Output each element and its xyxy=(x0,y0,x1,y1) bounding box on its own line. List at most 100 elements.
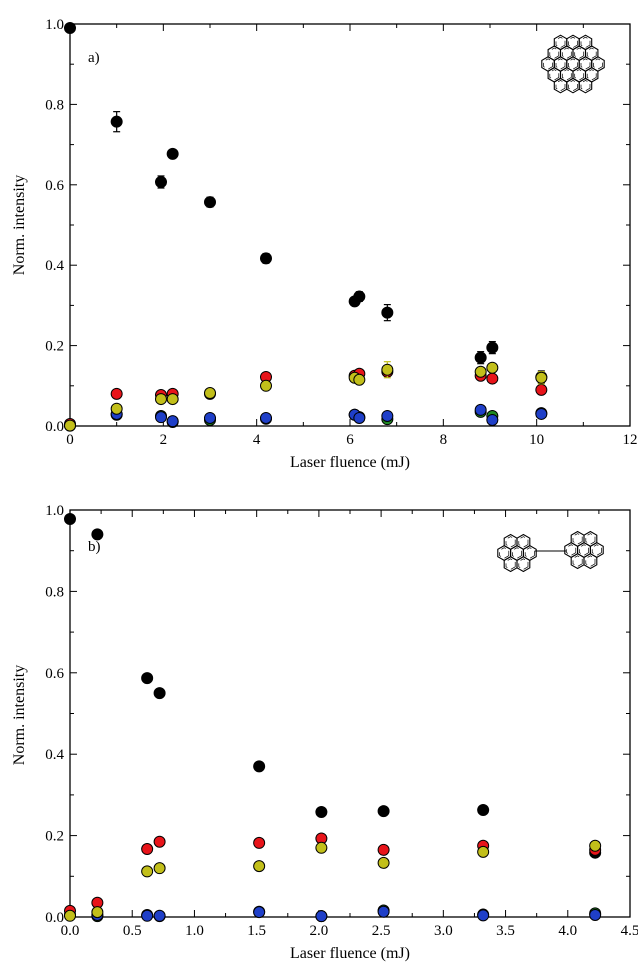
x-tick-label: 0.5 xyxy=(123,923,142,939)
data-point-blue xyxy=(155,411,167,424)
marks-b xyxy=(64,512,602,923)
ring-bond-icon xyxy=(586,69,597,81)
data-point-blue xyxy=(153,909,166,922)
marks-a xyxy=(64,22,548,432)
plot-frame-a xyxy=(69,23,631,427)
data-point-yellow xyxy=(589,839,602,852)
data-point-yellow xyxy=(253,860,266,873)
ring-bond-icon xyxy=(568,58,578,70)
data-point-blue xyxy=(260,411,272,424)
data-point-blue xyxy=(486,413,499,426)
x-tick-label: 1.0 xyxy=(185,923,204,939)
ring-bond-icon xyxy=(561,69,572,81)
ring-bond-icon xyxy=(586,47,597,59)
data-point-blue xyxy=(315,910,328,923)
molecule-structure-icon xyxy=(497,530,604,573)
x-tick-label: 4.5 xyxy=(621,923,638,939)
ring-bond-icon xyxy=(568,79,578,92)
data-point-red xyxy=(141,843,154,856)
ring-bond-icon xyxy=(505,536,516,548)
ring-bond-icon xyxy=(585,533,596,545)
data-point-yellow xyxy=(110,402,123,415)
ring-bond-icon xyxy=(561,47,572,59)
ring-icon xyxy=(578,77,593,94)
data-point-yellow xyxy=(477,845,490,858)
data-point-blue xyxy=(381,409,394,422)
data-point-black xyxy=(353,290,366,303)
ring-bond-icon xyxy=(505,558,516,570)
x-axis-label-a: Laser fluence (mJ) xyxy=(290,454,410,471)
ring-bond-icon xyxy=(568,36,578,49)
ring-bond-icon xyxy=(572,533,583,545)
ring-bond-icon xyxy=(524,547,535,559)
data-point-yellow xyxy=(353,373,366,386)
panel-label-b: b) xyxy=(88,539,101,555)
x-tick-label: 2.0 xyxy=(310,923,329,939)
data-point-black xyxy=(91,528,104,541)
x-tick-label: 1.5 xyxy=(247,923,266,939)
y-tick-label: 0.0 xyxy=(45,419,64,435)
data-point-black xyxy=(166,147,179,160)
ring-bond-icon xyxy=(579,544,589,556)
ring-bond-icon xyxy=(580,79,591,92)
data-point-blue xyxy=(477,909,490,922)
ring-bond-icon xyxy=(591,544,602,556)
x-tick-label: 12 xyxy=(623,432,638,448)
data-point-black xyxy=(155,175,167,188)
data-point-black xyxy=(204,196,216,209)
ticks-a: 0 2 4 6 8 10 12 0.0 0.2 0.4 0.6 0.8 1.0 xyxy=(45,17,637,448)
ring-bond-icon xyxy=(512,547,522,559)
y-tick-label: 1.0 xyxy=(45,503,64,519)
x-axis-label-b: Laser fluence (mJ) xyxy=(290,945,410,962)
data-point-black xyxy=(64,22,76,35)
data-point-red xyxy=(110,387,123,400)
data-point-black xyxy=(377,805,390,818)
data-point-yellow xyxy=(486,361,499,374)
data-point-black xyxy=(486,341,499,354)
ring-bond-icon xyxy=(518,536,529,548)
ring-icon xyxy=(583,553,598,570)
data-point-yellow xyxy=(141,865,154,878)
y-tick-label: 0.6 xyxy=(45,666,64,682)
data-point-yellow xyxy=(153,862,166,875)
panel-label-a: a) xyxy=(88,50,100,66)
ring-bond-icon xyxy=(580,58,591,70)
ring-bond-icon xyxy=(543,58,553,70)
ring-bond-icon xyxy=(572,555,583,567)
data-point-black xyxy=(64,512,76,525)
data-point-blue xyxy=(166,415,179,428)
data-point-yellow xyxy=(535,371,548,384)
x-tick-label: 3.5 xyxy=(496,923,515,939)
y-axis-label-b: Norm. intensity xyxy=(11,665,28,765)
data-point-black xyxy=(477,803,490,816)
x-tick-label: 2.5 xyxy=(372,923,391,939)
x-tick-label: 8 xyxy=(440,432,448,448)
data-point-blue xyxy=(253,906,266,919)
data-point-red xyxy=(253,836,266,849)
ring-bond-icon xyxy=(574,47,585,59)
data-point-blue xyxy=(204,411,216,424)
data-point-red xyxy=(377,843,390,856)
ring-bond-icon xyxy=(566,544,577,556)
data-point-blue xyxy=(474,403,487,416)
molecule-structure-icon xyxy=(541,34,605,94)
plot-frame-b xyxy=(69,509,631,918)
ring-bond-icon xyxy=(499,547,510,559)
ring-bond-icon xyxy=(549,69,560,81)
y-tick-label: 1.0 xyxy=(45,17,64,33)
data-point-yellow xyxy=(155,393,167,406)
data-point-yellow xyxy=(64,419,76,432)
data-point-blue xyxy=(353,411,366,424)
y-tick-label: 0.4 xyxy=(45,747,64,763)
y-tick-label: 0.2 xyxy=(45,339,64,355)
ring-icon xyxy=(516,556,531,573)
data-point-yellow xyxy=(204,387,216,400)
ring-bond-icon xyxy=(555,36,566,49)
panel-b: 0.0 0.5 1.0 1.5 2.0 2.5 3.0 3.5 4.0 4.5 0.0 0.2 0.4 0… xyxy=(11,503,638,962)
y-tick-label: 0.0 xyxy=(45,910,64,926)
data-point-black xyxy=(381,306,394,319)
data-point-black xyxy=(153,687,166,700)
panel-a: 0 2 4 6 8 10 12 0.0 0.2 0.4 0.6 0.8 1.0 a) Laser flu… xyxy=(11,17,638,471)
data-point-yellow xyxy=(315,841,328,854)
